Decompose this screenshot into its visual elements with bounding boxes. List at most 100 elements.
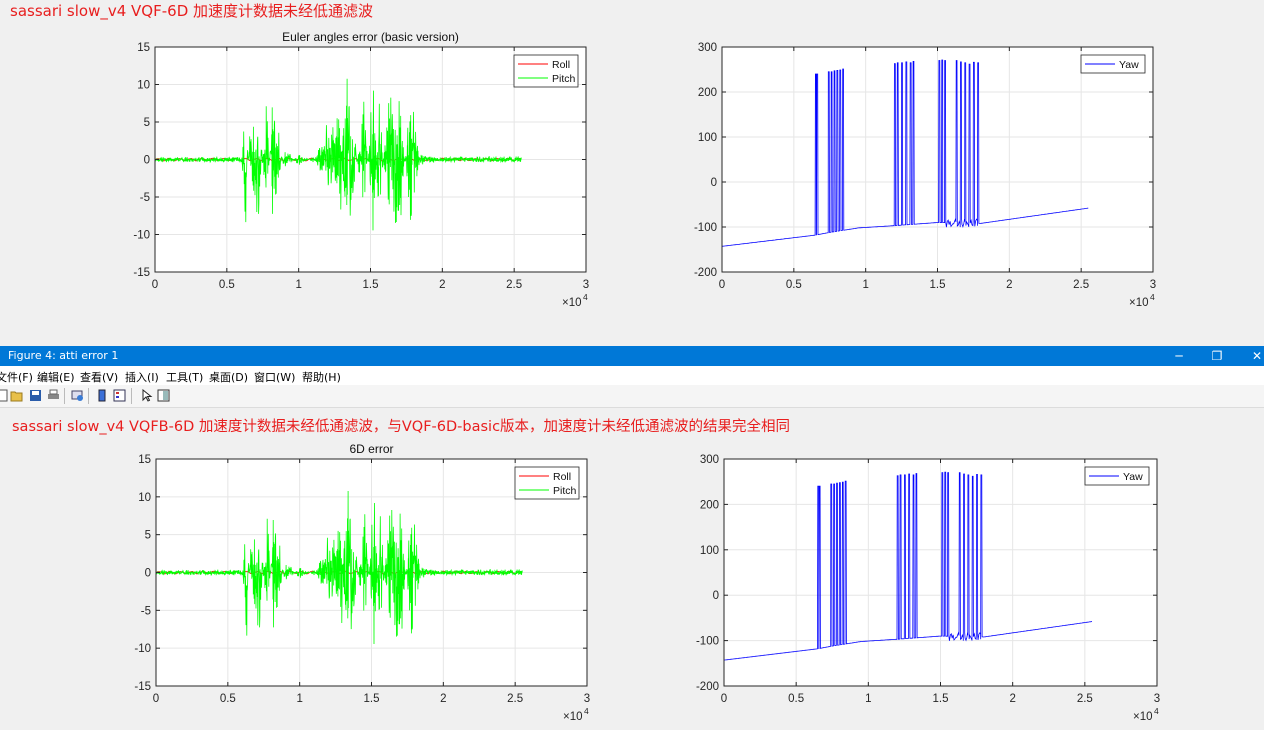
x-tick-label: 0 [719,279,725,291]
x-exponent-power: 4 [583,292,588,302]
legend-label-roll: Roll [553,471,571,483]
y-tick-label: -15 [133,267,150,279]
chart-top-right: 0 0.5 1 1.5 2 2.5 3 300 200 100 0 -100 -200 ×10 4 Yaw [694,42,1156,309]
y-tick-label: 10 [137,80,150,92]
section-heading-bottom: sassari slow_v4 VQFB-6D 加速度计数据未经低通滤波，与VQ… [12,419,791,435]
x-tick-label: 2 [439,279,445,291]
y-tick-label: 200 [698,87,717,99]
open-file-icon[interactable] [10,389,23,402]
y-tick-label: 300 [700,454,719,466]
x-tick-label: 2 [440,693,446,705]
menu-help[interactable]: 帮助(H) [302,371,341,384]
y-tick-label: -10 [133,230,150,242]
y-tick-label: 15 [137,42,150,54]
y-tick-label: 300 [698,42,717,54]
x-tick-label: 2.5 [1077,693,1093,705]
y-tick-label: -100 [696,636,719,648]
x-tick-label: 1.5 [933,693,949,705]
y-tick-label: 0 [711,177,717,189]
x-tick-label: 3 [1150,279,1156,291]
x-exponent-label: ×10 [562,297,582,309]
pointer-icon[interactable] [140,389,153,402]
series-yaw [724,471,1093,661]
legend-label-yaw: Yaw [1119,59,1139,71]
legend-label-pitch: Pitch [553,485,577,497]
toolbar-separator [88,388,89,404]
y-tick-label: 0 [145,568,151,580]
property-inspector-icon[interactable] [157,389,170,402]
y-tick-label: -200 [694,267,717,279]
series-pitch [156,490,523,645]
window-title: Figure 4: atti error 1 [8,349,119,362]
menu-edit[interactable]: 编辑(E) [37,371,75,384]
y-tick-label: -10 [134,643,151,655]
close-button[interactable]: ✕ [1251,349,1263,363]
chart-bottom-right: 0 0.5 1 1.5 2 2.5 3 300 200 100 0 -100 -200 ×10 4 Yaw [696,454,1160,723]
x-tick-label: 2.5 [506,279,522,291]
x-tick-label: 0 [152,279,158,291]
menu-desktop[interactable]: 桌面(D) [209,371,249,384]
print-icon[interactable] [47,389,60,402]
x-tick-label: 0 [153,693,159,705]
chart-top-left: 0 0.5 1 1.5 2 2.5 3 15 10 5 0 -5 -10 -15 ×10 4 Euler ang… [133,30,589,309]
x-tick-label: 1.5 [930,279,946,291]
y-tick-label: -5 [141,605,151,617]
x-tick-label: 0.5 [219,279,235,291]
y-tick-label: 100 [698,132,717,144]
y-tick-label: 0 [144,155,150,167]
x-tick-label: 0 [721,693,727,705]
menu-window[interactable]: 窗口(W) [254,371,296,384]
menu-bar: 文件(F) 编辑(E) 查看(V) 插入(I) 工具(T) 桌面(D) 窗口(W… [0,366,1264,385]
series-group [724,471,1093,661]
figure-toolbar [0,385,1264,408]
section-heading-top: sassari slow_v4 VQF-6D 加速度计数据未经低通滤波 [10,2,374,20]
legend-label-pitch: Pitch [552,73,576,85]
minimize-button[interactable]: ─ [1175,349,1183,363]
x-exponent-label: ×10 [1129,297,1149,309]
x-tick-label: 1 [862,279,868,291]
save-icon[interactable] [29,389,42,402]
x-tick-label: 1 [295,279,301,291]
menu-tools[interactable]: 工具(T) [166,371,204,384]
y-tick-label: 100 [700,545,719,557]
series-group [155,78,522,231]
chart-bottom-left: 0 0.5 1 1.5 2 2.5 3 15 10 5 0 -5 -10 -15 ×10 4 6D error R… [134,442,590,723]
series-yaw [722,59,1089,247]
menu-file[interactable]: 文件(F) [0,371,33,384]
y-tick-label: 15 [138,454,151,466]
menu-insert[interactable]: 插入(I) [125,371,159,384]
y-tick-label: -5 [140,192,150,204]
x-exponent-label: ×10 [563,711,583,723]
chart-title: 6D error [349,442,393,456]
y-tick-label: 0 [713,590,719,602]
x-tick-label: 2.5 [1073,279,1089,291]
legend-label-roll: Roll [552,59,570,71]
legend-box [513,54,579,88]
x-tick-label: 3 [584,693,590,705]
menu-view[interactable]: 查看(V) [80,371,119,384]
link-figure-icon[interactable] [71,389,84,402]
x-tick-label: 3 [1154,693,1160,705]
y-tick-label: -100 [694,222,717,234]
toolbar-separator [131,388,132,404]
x-tick-label: 2.5 [507,693,523,705]
series-group [722,59,1089,247]
x-tick-label: 0.5 [220,693,236,705]
y-tick-label: -200 [696,681,719,693]
insert-legend-icon[interactable] [113,389,126,402]
new-figure-icon[interactable] [0,389,9,402]
legend-label-yaw: Yaw [1123,471,1143,483]
insert-colorbar-icon[interactable] [96,389,109,402]
x-tick-label: 1 [296,693,302,705]
y-tick-label: 5 [145,530,151,542]
restore-button[interactable]: ❐ [1211,349,1223,363]
x-tick-label: 0.5 [786,279,802,291]
x-exponent-power: 4 [1150,292,1155,302]
chart-title: Euler angles error (basic version) [282,30,459,44]
figure-titlebar[interactable]: Figure 4: atti error 1 ─ ❐ ✕ [0,346,1264,366]
x-tick-label: 1 [865,693,871,705]
legend-box [514,466,580,500]
series-group [156,490,523,645]
y-tick-label: -15 [134,681,151,693]
